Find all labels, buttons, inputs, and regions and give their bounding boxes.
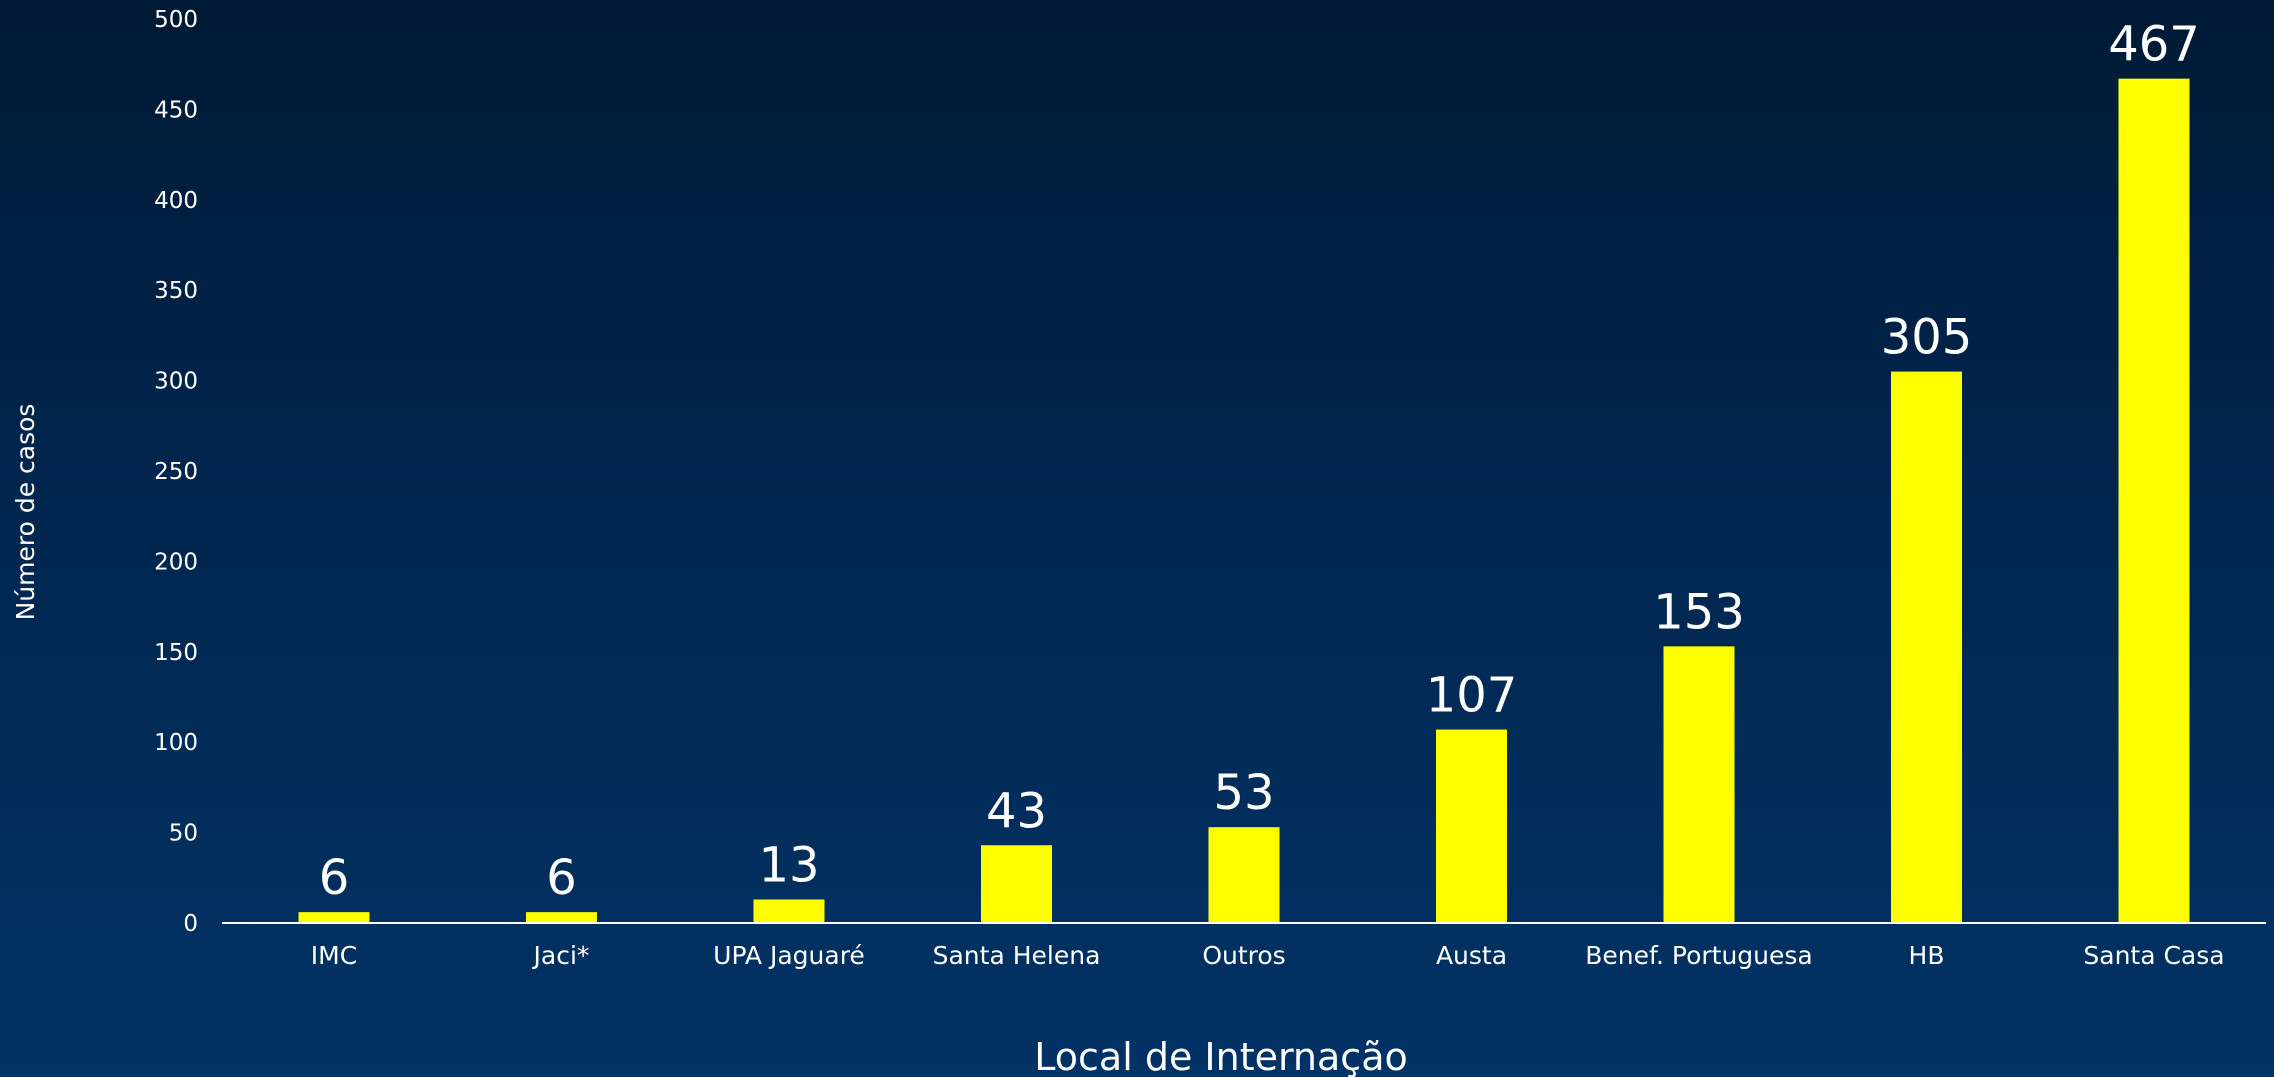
bar-data-label: 153 — [1653, 584, 1745, 640]
x-category-label: IMC — [311, 941, 357, 970]
x-category-label: Outros — [1202, 941, 1285, 970]
y-axis-ticks: 0 50 100 150 200 250 300 350 400 450 500 — [154, 7, 198, 937]
bar — [981, 845, 1052, 923]
bar — [1891, 371, 1962, 923]
x-category-label: Austa — [1436, 941, 1507, 970]
y-tick-label: 500 — [154, 7, 198, 33]
bar-data-label: 305 — [1881, 310, 1973, 366]
y-tick-label: 150 — [154, 640, 198, 666]
y-tick-label: 200 — [154, 549, 198, 575]
y-tick-label: 250 — [154, 459, 198, 485]
bar-data-label: 43 — [986, 783, 1047, 839]
x-category-label: Santa Casa — [2083, 941, 2224, 970]
y-tick-label: 400 — [154, 188, 198, 214]
x-category-label: Santa Helena — [933, 941, 1101, 970]
x-axis-title: Local de Internação — [1034, 1035, 1407, 1077]
y-tick-label: 350 — [154, 278, 198, 304]
bar — [526, 912, 597, 923]
bar — [1663, 646, 1735, 923]
y-axis-title: Número de casos — [11, 404, 40, 621]
x-category-label: Jaci* — [532, 941, 590, 970]
bar-data-label: 53 — [1213, 765, 1274, 821]
y-tick-label: 100 — [154, 730, 198, 756]
bar-data-label: 467 — [2108, 17, 2200, 73]
data-labels-group: 6 6 13 43 53 107 153 305 467 — [319, 17, 2200, 906]
bar-data-label: 6 — [546, 850, 577, 906]
x-category-label: UPA Jaguaré — [713, 941, 865, 970]
x-category-label: Benef. Portuguesa — [1585, 941, 1812, 970]
bar — [753, 899, 825, 923]
bar — [1436, 729, 1507, 923]
bar — [298, 912, 370, 923]
category-labels-group: IMC Jaci* UPA Jaguaré Santa Helena Outros Aus… — [311, 941, 2225, 970]
bar-data-label: 13 — [758, 837, 819, 893]
y-tick-label: 450 — [154, 97, 198, 123]
y-tick-label: 50 — [169, 821, 198, 847]
y-tick-label: 0 — [183, 911, 198, 937]
bar — [2118, 78, 2190, 923]
bars-group — [298, 78, 2190, 923]
bar — [1208, 827, 1280, 923]
bar-data-label: 107 — [1426, 668, 1518, 724]
x-category-label: HB — [1909, 941, 1945, 970]
bar-data-label: 6 — [319, 850, 350, 906]
y-tick-label: 300 — [154, 369, 198, 395]
